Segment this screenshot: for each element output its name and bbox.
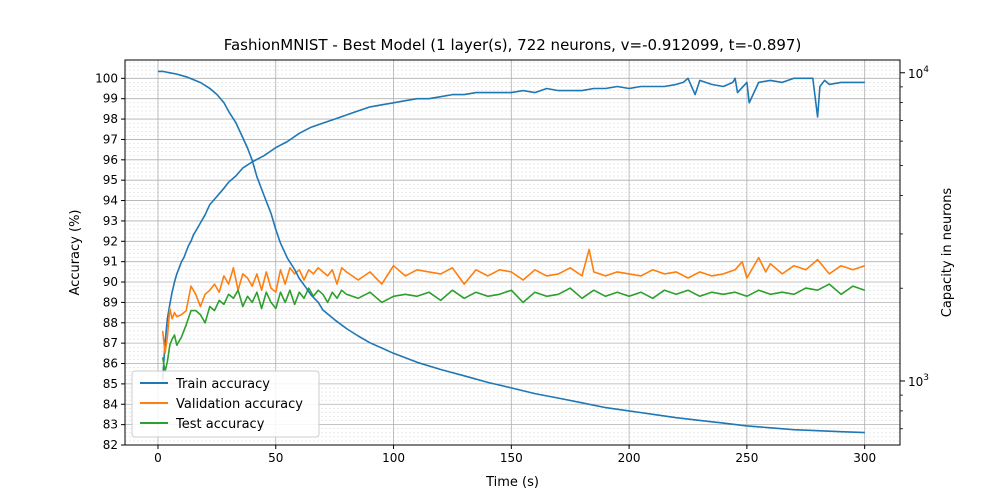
y-right-tick-exponent: 3	[923, 373, 929, 383]
y-tick-label: 91	[103, 255, 118, 269]
y-tick-label: 85	[103, 377, 118, 391]
y-tick-label: 97	[103, 132, 118, 146]
legend-label: Validation accuracy	[176, 397, 303, 412]
y-tick-label: 92	[103, 234, 118, 248]
y-tick-label: 100	[95, 71, 118, 85]
y-right-tick-exponent: 4	[923, 65, 929, 75]
y-tick-label: 88	[103, 316, 118, 330]
y-tick-label: 82	[103, 438, 118, 452]
series-line-1	[161, 248, 865, 355]
y-tick-label: 90	[103, 275, 118, 289]
y-tick-label: 94	[103, 194, 118, 208]
y-tick-label: 83	[103, 418, 118, 432]
x-tick-label: 250	[735, 451, 758, 465]
y-right-tick-label: 103	[908, 373, 929, 389]
x-tick-label: 100	[382, 451, 405, 465]
plot-area	[124, 59, 901, 446]
y-tick-label: 87	[103, 336, 118, 350]
y-right-axis-label: Capacity in neurons	[940, 188, 955, 318]
axes: 82 83 84 85 86 87 88 89 90 91 92 93 94 95 96 97 98 99 100 0…	[95, 65, 929, 465]
x-tick-label: 0	[154, 451, 162, 465]
x-axis-label: Time (s)	[485, 475, 539, 490]
y-axis-label: Accuracy (%)	[68, 210, 83, 296]
series-lines	[158, 70, 865, 434]
legend-label: Test accuracy	[175, 417, 265, 432]
capacity-line	[158, 70, 865, 434]
x-tick-label: 200	[618, 451, 641, 465]
y-tick-label: 99	[103, 92, 118, 106]
legend-box	[131, 370, 320, 438]
legend: Train accuracy Validation accuracy Test ac…	[131, 370, 320, 438]
y-tick-label: 98	[103, 112, 118, 126]
y-tick-label: 96	[103, 153, 118, 167]
y-tick-label: 84	[103, 397, 118, 411]
chart-title: FashionMNIST - Best Model (1 layer(s), 7…	[224, 36, 802, 54]
x-tick-label: 150	[500, 451, 523, 465]
legend-label: Train accuracy	[175, 377, 270, 392]
y-right-tick-label: 104	[908, 65, 929, 81]
x-tick-label: 300	[853, 451, 876, 465]
series-line-0	[161, 77, 865, 380]
y-tick-label: 93	[103, 214, 118, 228]
y-tick-label: 95	[103, 173, 118, 187]
y-tick-label: 89	[103, 295, 118, 309]
series-line-2	[161, 283, 865, 373]
x-tick-label: 50	[268, 451, 283, 465]
grid	[125, 60, 900, 446]
y-tick-label: 86	[103, 357, 118, 371]
